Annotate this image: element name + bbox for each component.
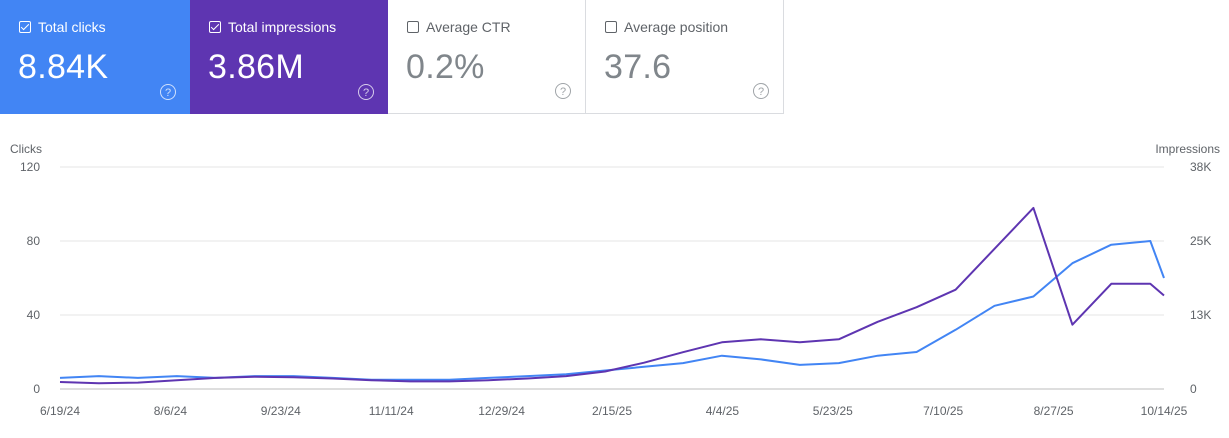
help-icon[interactable]: ? (160, 84, 176, 100)
average-ctr-value: 0.2% (406, 48, 485, 86)
help-icon[interactable]: ? (555, 83, 571, 99)
y-left-tick-label: 40 (27, 308, 41, 322)
total-clicks-label: Total clicks (38, 19, 106, 35)
left-axis-title: Clicks (10, 142, 42, 156)
x-tick-label: 12/29/24 (478, 404, 525, 418)
average-ctr-card[interactable]: Average CTR 0.2% ? (388, 0, 586, 114)
x-tick-label: 5/23/25 (813, 404, 853, 418)
x-tick-label: 9/23/24 (261, 404, 301, 418)
total-impressions-value: 3.86M (208, 48, 304, 86)
checkbox-icon[interactable] (19, 21, 31, 33)
total-clicks-value: 8.84K (18, 48, 109, 86)
average-position-value: 37.6 (604, 48, 672, 86)
x-tick-label: 2/15/25 (592, 404, 632, 418)
help-icon[interactable]: ? (358, 84, 374, 100)
series-line-impressions (59, 206, 1165, 385)
total-impressions-card[interactable]: Total impressions 3.86M ? (190, 0, 388, 114)
x-tick-label: 8/27/25 (1034, 404, 1074, 418)
average-ctr-label: Average CTR (426, 19, 511, 35)
total-clicks-header: Total clicks (19, 19, 106, 35)
x-tick-label: 6/19/24 (40, 404, 80, 418)
x-tick-label: 10/14/25 (1141, 404, 1188, 418)
help-icon[interactable]: ? (753, 83, 769, 99)
x-tick-label: 4/4/25 (706, 404, 740, 418)
metric-cards: Total clicks 8.84K ? Total impressions 3… (0, 0, 784, 114)
average-position-header: Average position (605, 19, 728, 35)
y-left-tick-label: 0 (33, 382, 40, 396)
total-clicks-card[interactable]: Total clicks 8.84K ? (0, 0, 190, 114)
y-right-tick-label: 38K (1190, 160, 1211, 174)
checkbox-icon[interactable] (605, 21, 617, 33)
y-right-tick-label: 25K (1190, 234, 1211, 248)
average-ctr-header: Average CTR (407, 19, 511, 35)
average-position-label: Average position (624, 19, 729, 35)
series-line-clicks (59, 240, 1165, 381)
x-tick-label: 11/11/24 (369, 404, 414, 418)
x-tick-label: 8/6/24 (154, 404, 188, 418)
y-left-tick-label: 120 (20, 160, 40, 174)
x-tick-label: 7/10/25 (923, 404, 963, 418)
total-impressions-label: Total impressions (228, 19, 337, 35)
right-axis-title: Impressions (1155, 142, 1220, 156)
y-right-tick-label: 13K (1190, 308, 1211, 322)
y-right-tick-label: 0 (1190, 382, 1197, 396)
y-left-tick-label: 80 (27, 234, 41, 248)
checkbox-icon[interactable] (407, 21, 419, 33)
total-impressions-header: Total impressions (209, 19, 336, 35)
performance-chart: Clicks Impressions 0 0 40 13K 80 25K 120 38K 6/19/… (10, 142, 1220, 418)
checkbox-icon[interactable] (209, 21, 221, 33)
average-position-card[interactable]: Average position 37.6 ? (586, 0, 784, 114)
